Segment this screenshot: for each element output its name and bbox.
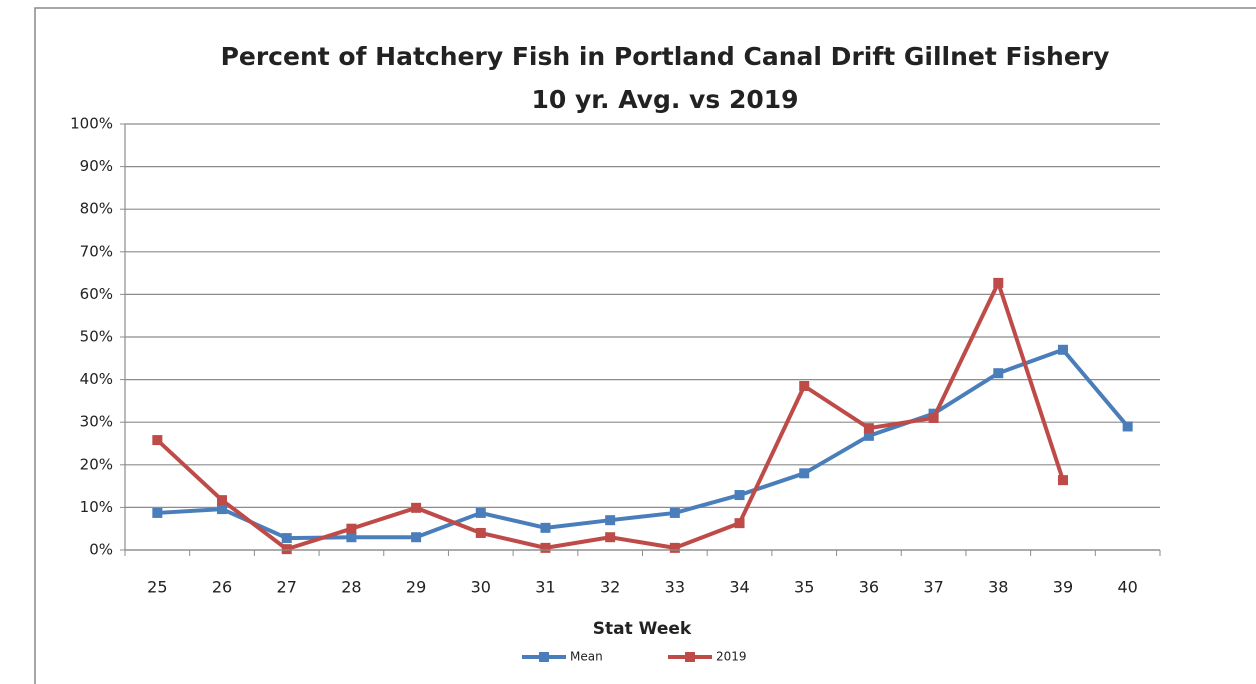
chart-frame — [34, 7, 1256, 684]
x-tick-label: 40 — [1117, 578, 1137, 597]
data-point — [928, 412, 939, 423]
data-point — [799, 380, 810, 391]
chart-title: Percent of Hatchery Fish in Portland Can… — [221, 42, 1110, 71]
data-point — [669, 542, 680, 553]
legend-label: 2019 — [716, 650, 747, 664]
x-tick-label: 36 — [859, 578, 879, 597]
data-point — [863, 423, 874, 434]
legend-marker — [539, 652, 549, 662]
data-point — [475, 527, 486, 538]
data-point — [540, 542, 551, 553]
data-point — [863, 430, 874, 441]
data-point — [734, 518, 745, 529]
data-point — [993, 368, 1004, 379]
data-point — [993, 277, 1004, 288]
chart-subtitle: 10 yr. Avg. vs 2019 — [531, 85, 798, 114]
y-tick-label: 50% — [80, 328, 113, 346]
data-point — [346, 523, 357, 534]
y-tick-label: 10% — [80, 498, 113, 516]
data-point — [152, 507, 163, 518]
y-tick-label: 60% — [80, 285, 113, 303]
data-point — [799, 468, 810, 479]
data-point — [605, 515, 616, 526]
x-tick-label: 38 — [988, 578, 1008, 597]
x-tick-label: 28 — [341, 578, 361, 597]
x-tick-label: 37 — [923, 578, 943, 597]
data-point — [217, 504, 228, 515]
x-tick-label: 34 — [729, 578, 749, 597]
data-point — [281, 533, 292, 544]
y-tick-label: 30% — [80, 413, 113, 431]
series-line — [157, 347, 1130, 541]
data-point — [152, 435, 163, 446]
x-tick-label: 27 — [277, 578, 297, 597]
y-tick-label: 90% — [80, 157, 113, 175]
data-point — [605, 532, 616, 543]
data-point — [1122, 421, 1133, 432]
x-tick-label: 39 — [1053, 578, 1073, 597]
x-tick-label: 32 — [600, 578, 620, 597]
x-tick-label: 25 — [147, 578, 167, 597]
legend-marker — [685, 652, 695, 662]
data-point — [669, 507, 680, 518]
x-tick-label: 29 — [406, 578, 426, 597]
data-point — [734, 490, 745, 501]
x-tick-label: 35 — [794, 578, 814, 597]
x-tick-label: 33 — [665, 578, 685, 597]
y-tick-label: 100% — [70, 115, 113, 133]
data-point — [475, 507, 486, 518]
data-point — [1057, 475, 1068, 486]
x-tick-label: 30 — [471, 578, 491, 597]
x-axis-label: Stat Week — [593, 619, 692, 639]
data-point — [281, 544, 292, 555]
data-point — [411, 502, 422, 513]
data-point — [346, 532, 357, 543]
data-point — [540, 522, 551, 533]
x-tick-label: 26 — [212, 578, 232, 597]
y-tick-label: 40% — [80, 370, 113, 388]
data-point — [1057, 344, 1068, 355]
y-tick-label: 20% — [80, 455, 113, 473]
data-point — [411, 532, 422, 543]
x-tick-label: 31 — [535, 578, 555, 597]
y-tick-label: 80% — [80, 200, 113, 218]
y-tick-label: 0% — [89, 541, 113, 559]
data-point — [217, 495, 228, 506]
legend-label: Mean — [570, 650, 603, 664]
y-tick-label: 70% — [80, 242, 113, 260]
